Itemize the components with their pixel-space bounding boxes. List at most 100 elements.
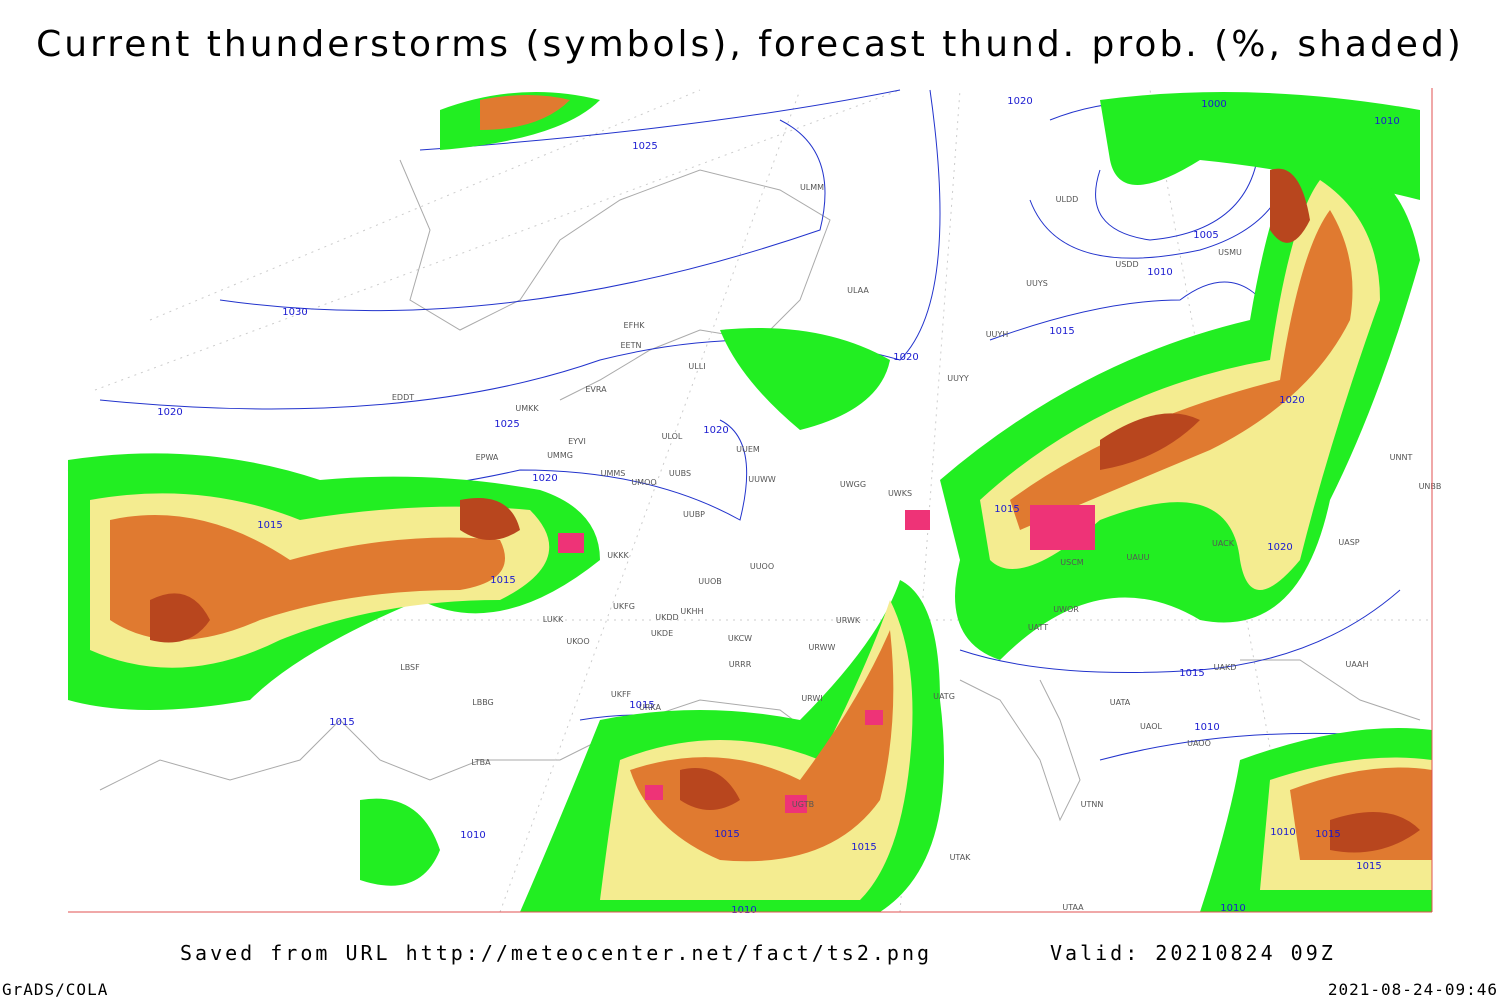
isobar-label: 1020 [1007, 96, 1032, 107]
station-code: UUEM [736, 445, 760, 454]
station-code: UAKD [1214, 663, 1237, 672]
station-code: UGTB [792, 800, 814, 809]
station-code: USDD [1115, 260, 1138, 269]
station-code: LUKK [543, 615, 564, 624]
station-code: UWGG [840, 480, 866, 489]
station-code: UUBP [683, 510, 705, 519]
isobar-label: 1010 [1270, 827, 1295, 838]
station-code: UWKS [888, 489, 912, 498]
isobar-label: 1010 [1220, 903, 1245, 914]
station-code: EYVI [568, 437, 586, 446]
station-code: UAAH [1345, 660, 1368, 669]
station-code: UNNT [1390, 453, 1413, 462]
title: Current thunderstorms (symbols), forecas… [36, 24, 1464, 65]
station-code: UMMS [601, 469, 626, 478]
station-code: USMU [1218, 248, 1242, 257]
station-code: URRR [729, 660, 752, 669]
station-code: UKOO [566, 637, 589, 646]
station-code: EPWA [476, 453, 499, 462]
station-code: UASP [1338, 538, 1359, 547]
graticule [68, 89, 1432, 913]
station-code: UUWW [748, 475, 776, 484]
station-code: USCM [1060, 558, 1084, 567]
isobar-label: 1030 [282, 307, 307, 318]
isobar-label: 1015 [851, 842, 876, 853]
station-code: UUBS [669, 469, 691, 478]
isobar-label: 1020 [893, 352, 918, 363]
station-code: EETN [621, 341, 642, 350]
isobar-label: 1010 [1194, 722, 1219, 733]
station-code: UUYS [1026, 279, 1048, 288]
station-code: ULOL [662, 432, 683, 441]
station-code: UKCW [728, 634, 752, 643]
timestamp: 2021-08-24-09:46 [1328, 980, 1498, 999]
isobar-label: 1010 [1374, 116, 1399, 127]
isobar-label: 1015 [329, 717, 354, 728]
isobar-label: 1015 [629, 700, 654, 711]
map-labels: 1020 1025 1030 1020 1025 1020 1020 1020 1015 1015… [157, 96, 1441, 916]
station-code: URKA [639, 703, 662, 712]
isobar-label: 1015 [994, 504, 1019, 515]
station-code: ULLI [688, 362, 705, 371]
station-code: UKHH [680, 607, 703, 616]
isobar-label: 1025 [494, 419, 519, 430]
isobar-label: 1015 [257, 520, 282, 531]
station-code: UTAA [1062, 903, 1084, 912]
isobar-label: 1015 [1049, 326, 1074, 337]
station-code: EDDT [392, 393, 414, 402]
station-code: UUYY [947, 374, 969, 383]
isobar-label: 1010 [731, 905, 756, 916]
station-code: UKKK [607, 551, 629, 560]
probability-shading [68, 92, 1432, 912]
station-code: UAOL [1140, 722, 1162, 731]
station-code: URWK [836, 616, 861, 625]
isobar-label: 1005 [1193, 230, 1218, 241]
station-code: ULDD [1056, 195, 1079, 204]
isobar-label: 1015 [490, 575, 515, 586]
isobar-label: 1015 [714, 829, 739, 840]
station-code: UUYH [986, 330, 1009, 339]
station-code: LTBA [471, 758, 491, 767]
station-code: UWOR [1053, 605, 1079, 614]
isobar-label: 1025 [632, 141, 657, 152]
isobar-label: 1015 [1179, 668, 1204, 679]
station-code: URWI [801, 694, 822, 703]
isobar-label: 1015 [1315, 829, 1340, 840]
station-code: UKFG [613, 602, 635, 611]
station-code: EFHK [624, 321, 646, 330]
source-url: Saved from URL http://meteocenter.net/fa… [180, 941, 932, 965]
isobar-label: 1015 [1356, 861, 1381, 872]
station-code: UTAK [950, 853, 972, 862]
isobar-label: 1010 [1147, 267, 1172, 278]
station-code: EVRA [585, 385, 607, 394]
isobar-label: 1020 [157, 407, 182, 418]
station-code: LBSF [400, 663, 420, 672]
station-code: UKFF [611, 690, 632, 699]
software: GrADS/COLA [2, 980, 108, 999]
station-code: UAOO [1187, 739, 1211, 748]
station-code: UUOO [750, 562, 774, 571]
station-code: UMOO [631, 478, 656, 487]
isobar-label: 1020 [1267, 542, 1292, 553]
station-code: UMKK [515, 404, 539, 413]
station-code: UNBB [1419, 482, 1442, 491]
station-code: UTNN [1081, 800, 1104, 809]
station-code: UKDE [651, 629, 673, 638]
station-code: URWW [809, 643, 836, 652]
isobar-label: 1000 [1201, 99, 1226, 110]
station-code: ULMM [800, 183, 824, 192]
station-code: UAUU [1126, 553, 1149, 562]
station-code: UATA [1110, 698, 1131, 707]
station-code: ULAA [847, 286, 869, 295]
station-code: UKDD [655, 613, 678, 622]
isobar-label: 1020 [1279, 395, 1304, 406]
station-code: UACK [1212, 539, 1235, 548]
station-code: UATG [933, 692, 955, 701]
station-code: LBBG [472, 698, 494, 707]
station-code: UATT [1028, 623, 1048, 632]
station-code: UMMG [547, 451, 573, 460]
map: 1020 1025 1030 1020 1025 1020 1020 1020 1015 1015… [67, 88, 1441, 916]
isobar-label: 1020 [703, 425, 728, 436]
isobar-label: 1010 [460, 830, 485, 841]
